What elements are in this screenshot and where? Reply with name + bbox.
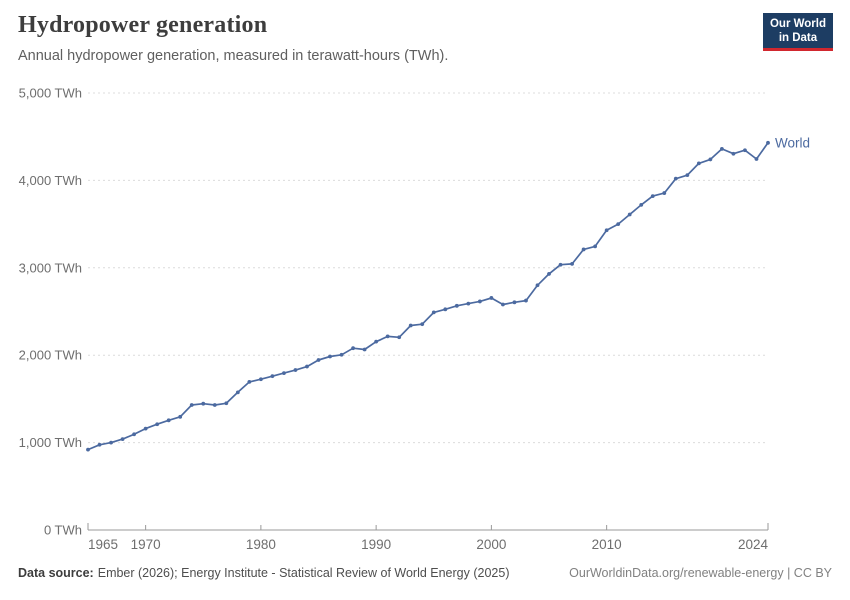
data-point-marker[interactable] [109,440,113,445]
data-point-marker[interactable] [362,347,367,352]
data-point-marker[interactable] [731,151,736,156]
page-title: Hydropower generation [18,12,268,38]
data-point-marker[interactable] [420,322,425,327]
data-point-marker[interactable] [454,303,459,308]
y-tick-label: 1,000 TWh [19,435,82,450]
data-point-marker[interactable] [524,298,528,303]
data-point-marker[interactable] [558,262,563,267]
data-point-marker[interactable] [351,346,355,351]
data-point-marker[interactable] [547,272,551,276]
chart-footer: Data source: Ember (2026); Energy Institu… [18,566,832,580]
data-point-marker[interactable] [685,173,690,178]
data-point-marker[interactable] [316,358,321,362]
footer-link[interactable]: OurWorldinData.org/renewable-energy | CC… [569,566,832,580]
world-line[interactable] [87,141,769,451]
chart-header: Hydropower generation Annual hydropower … [18,12,448,64]
data-point-marker[interactable] [708,157,713,162]
x-tick-label: 2010 [592,537,622,552]
data-point-marker[interactable] [235,390,240,395]
data-point-marker[interactable] [604,228,609,233]
data-point-marker[interactable] [650,194,655,199]
data-point-marker[interactable] [247,379,252,384]
data-point-marker[interactable] [408,323,413,328]
data-point-marker[interactable] [431,310,436,315]
y-tick-label: 0 TWh [44,523,82,538]
data-point-marker[interactable] [743,148,747,153]
x-tick-label: 1990 [361,537,391,552]
data-point-marker[interactable] [627,212,632,217]
y-tick-label: 5,000 TWh [19,86,82,101]
data-point-marker[interactable] [535,283,540,288]
data-point-marker[interactable] [639,202,644,207]
x-tick-label: 1970 [131,537,161,552]
chart-subtitle: Annual hydropower generation, measured i… [18,48,449,64]
data-point-marker[interactable] [328,354,332,359]
data-point-marker[interactable] [662,191,667,195]
x-tick-label: 1965 [88,537,118,552]
data-point-marker[interactable] [282,371,286,376]
data-point-marker[interactable] [339,352,344,357]
data-point-marker[interactable] [132,432,137,437]
data-point-marker[interactable] [501,302,505,307]
data-point-marker[interactable] [719,147,724,151]
data-point-marker[interactable] [258,377,263,382]
data-point-marker[interactable] [673,176,678,181]
data-point-marker[interactable] [166,418,171,423]
data-point-marker[interactable] [212,403,217,407]
y-tick-label: 2,000 TWh [19,348,82,363]
data-point-marker[interactable] [97,442,102,447]
series-label-world[interactable]: World [775,135,810,150]
owid-logo[interactable]: Our World in Data [762,13,833,52]
data-point-marker[interactable] [270,374,275,379]
y-tick-label: 4,000 TWh [19,173,82,188]
data-point-marker[interactable] [477,299,482,304]
data-point-marker[interactable] [570,261,574,266]
data-point-marker[interactable] [616,222,621,227]
data-point-marker[interactable] [374,339,379,344]
owid-logo-line1: Our World [769,18,826,30]
data-point-marker[interactable] [201,401,206,406]
data-point-marker[interactable] [120,437,125,442]
data-point-marker[interactable] [224,401,229,406]
x-tick-label: 2000 [476,537,506,552]
data-point-marker[interactable] [754,157,759,161]
data-point-marker[interactable] [443,307,448,312]
data-point-marker[interactable] [86,447,90,452]
x-tick-label: 1980 [246,537,276,552]
data-point-marker[interactable] [293,368,298,372]
data-point-marker[interactable] [489,296,494,300]
data-source-label: Data source: [18,566,94,580]
data-point-marker[interactable] [143,426,148,431]
data-point-marker[interactable] [189,403,194,407]
data-point-marker[interactable] [593,244,598,249]
y-tick-label: 3,000 TWh [19,260,82,275]
data-point-marker[interactable] [581,247,586,252]
data-point-marker[interactable] [155,422,160,427]
data-point-marker[interactable] [385,334,390,339]
owid-logo-line2: in Data [778,32,818,45]
data-point-marker[interactable] [696,161,701,166]
data-point-marker[interactable] [512,300,517,305]
data-source: Data source: Ember (2026); Energy Institu… [18,566,509,580]
data-point-marker[interactable] [766,140,770,145]
data-source-text: Ember (2026); Energy Institute - Statist… [97,566,510,580]
data-point-marker[interactable] [178,414,183,419]
x-tick-label: 2024 [738,537,769,552]
data-point-marker[interactable] [466,301,471,306]
data-point-marker[interactable] [305,364,309,369]
data-point-marker[interactable] [397,335,402,340]
